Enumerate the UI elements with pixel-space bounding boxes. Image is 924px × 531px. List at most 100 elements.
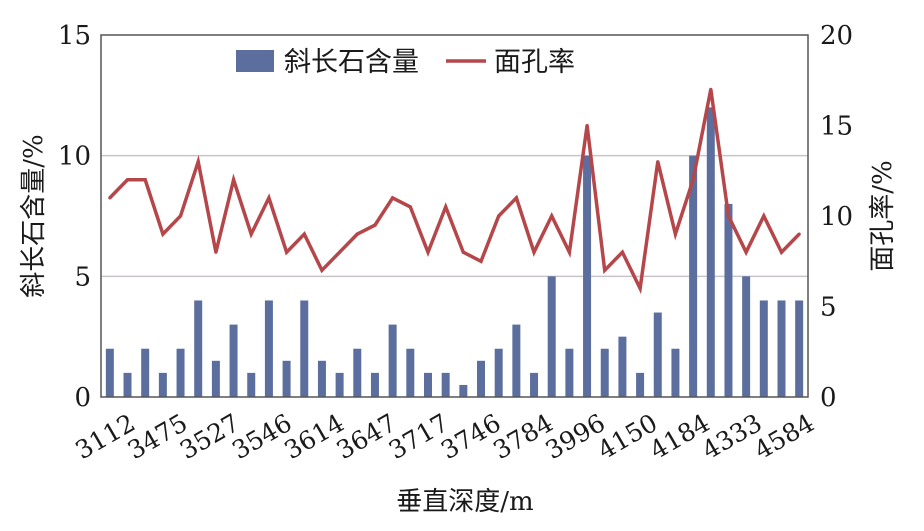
line-point-17 xyxy=(391,196,395,200)
bar-33 xyxy=(671,348,680,397)
bar-30 xyxy=(618,336,627,397)
bar-23 xyxy=(494,348,503,397)
right-tick-label: 5 xyxy=(820,293,837,323)
line-point-26 xyxy=(550,214,554,218)
line-point-21 xyxy=(461,250,465,254)
line-point-19 xyxy=(426,250,430,254)
bar-7 xyxy=(211,360,220,397)
line-series xyxy=(108,87,801,295)
line-point-37 xyxy=(744,250,748,254)
bar-19 xyxy=(423,372,432,397)
line-path xyxy=(108,88,801,295)
x-axis-ticks: 3112347535273546361436473717374637843996… xyxy=(70,408,819,465)
line-point-31 xyxy=(638,286,642,290)
left-axis-ticks: 0 5 10 15 xyxy=(58,21,91,413)
line-point-2 xyxy=(125,178,130,182)
bar-9 xyxy=(247,372,256,397)
line-point-38 xyxy=(762,214,766,218)
line-point-15 xyxy=(355,232,359,236)
line-point-39 xyxy=(779,250,784,254)
line-point-11 xyxy=(284,250,289,254)
bar-28 xyxy=(583,155,592,397)
left-tick-label: 10 xyxy=(58,142,91,172)
line-point-27 xyxy=(567,250,571,254)
line-point-29 xyxy=(603,268,607,272)
legend: 斜长石含量 面孔率 xyxy=(236,47,575,78)
bar-8 xyxy=(229,324,238,397)
line-point-14 xyxy=(338,250,342,254)
bar-37 xyxy=(742,276,751,397)
bar-32 xyxy=(653,312,662,397)
bar-16 xyxy=(370,372,379,397)
bar-13 xyxy=(317,360,326,397)
bar-25 xyxy=(530,372,539,397)
line-point-16 xyxy=(373,223,377,227)
line-point-18 xyxy=(408,205,412,209)
line-point-12 xyxy=(302,232,306,236)
bar-21 xyxy=(459,384,468,397)
bar-15 xyxy=(353,348,362,397)
bar-27 xyxy=(565,348,574,397)
right-tick-label: 10 xyxy=(820,202,853,232)
bar-4 xyxy=(158,372,167,397)
legend-bar-label: 斜长石含量 xyxy=(284,47,419,78)
bar-24 xyxy=(512,324,521,397)
plot-frame xyxy=(100,34,809,398)
right-tick-label: 20 xyxy=(820,21,853,51)
line-point-32 xyxy=(656,160,660,164)
right-tick-label: 0 xyxy=(820,383,837,413)
x-tick-label: 4584 xyxy=(749,408,819,465)
line-point-10 xyxy=(267,196,271,200)
line-point-8 xyxy=(231,178,236,182)
bar-29 xyxy=(600,348,609,397)
right-axis-ticks: 0 5 10 15 20 xyxy=(820,21,853,413)
line-point-25 xyxy=(532,250,536,254)
bar-17 xyxy=(388,324,397,397)
bar-36 xyxy=(724,203,733,397)
left-tick-label: 5 xyxy=(74,262,91,292)
line-point-36 xyxy=(726,214,731,218)
line-point-3 xyxy=(143,178,147,182)
bar-39 xyxy=(777,300,786,397)
bar-22 xyxy=(477,360,486,397)
bar-20 xyxy=(441,372,450,397)
line-point-35 xyxy=(709,87,713,91)
line-point-34 xyxy=(691,178,695,182)
line-point-5 xyxy=(178,214,183,218)
bar-11 xyxy=(282,360,291,397)
legend-bar-swatch xyxy=(236,50,274,72)
bar-5 xyxy=(176,348,185,397)
line-point-30 xyxy=(620,250,625,254)
left-tick-label: 15 xyxy=(58,21,91,51)
right-axis-title: 面孔率/% xyxy=(868,160,898,271)
bar-40 xyxy=(795,300,804,397)
line-point-13 xyxy=(320,268,324,272)
bar-35 xyxy=(706,107,715,398)
bar-6 xyxy=(194,300,203,397)
bar-14 xyxy=(335,372,344,397)
bar-12 xyxy=(300,300,309,397)
bar-series xyxy=(105,107,804,398)
line-point-4 xyxy=(161,232,165,236)
line-point-28 xyxy=(585,123,589,128)
bar-31 xyxy=(636,372,645,397)
line-point-1 xyxy=(108,196,112,200)
line-point-33 xyxy=(673,232,678,236)
bar-38 xyxy=(759,300,768,397)
left-tick-label: 0 xyxy=(74,383,91,413)
x-axis-title: 垂直深度/m xyxy=(396,487,533,517)
bar-2 xyxy=(123,372,132,397)
line-point-22 xyxy=(479,259,483,263)
bar-18 xyxy=(406,348,415,397)
line-point-23 xyxy=(497,214,501,218)
legend-line-label: 面孔率 xyxy=(494,47,575,78)
line-point-24 xyxy=(514,196,518,200)
line-point-6 xyxy=(196,160,200,164)
line-point-40 xyxy=(797,232,801,236)
right-tick-label: 15 xyxy=(820,112,853,142)
line-point-7 xyxy=(214,250,218,254)
bar-3 xyxy=(141,348,150,397)
left-axis-title: 斜长石含量/% xyxy=(19,134,49,297)
bar-10 xyxy=(264,300,273,397)
